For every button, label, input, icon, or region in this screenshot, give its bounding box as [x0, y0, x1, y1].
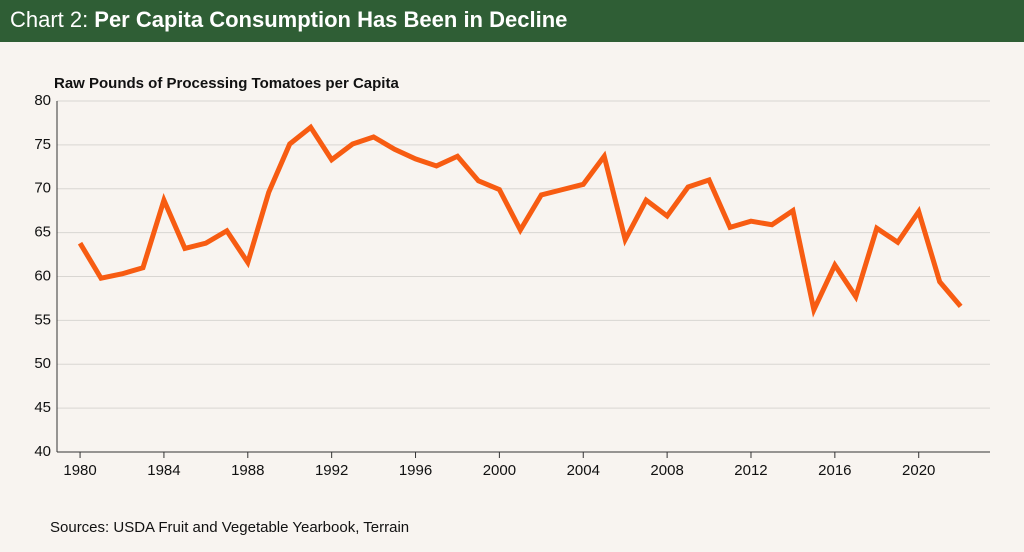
- y-tick-label: 40: [34, 443, 51, 460]
- y-tick-label: 75: [34, 136, 51, 153]
- x-tick-label: 1984: [147, 462, 180, 479]
- source: Sources: USDA Fruit and Vegetable Yearbo…: [50, 519, 409, 536]
- y-tick-label: 45: [34, 399, 51, 416]
- x-tick-label: 1992: [315, 462, 348, 479]
- y-tick-label: 55: [34, 311, 51, 328]
- x-tick-label: 1996: [399, 462, 432, 479]
- x-tick-label: 2020: [902, 462, 935, 479]
- y-tick-label: 70: [34, 180, 51, 197]
- x-tick-label: 1988: [231, 462, 264, 479]
- header-band: [0, 0, 1024, 42]
- x-tick-label: 2000: [483, 462, 516, 479]
- chart-title: Chart 2: Per Capita Consumption Has Been …: [10, 7, 567, 32]
- y-tick-label: 60: [34, 267, 51, 284]
- x-tick-label: 2016: [818, 462, 851, 479]
- title-prefix: Chart 2:: [10, 7, 88, 32]
- x-tick-label: 2004: [567, 462, 600, 479]
- x-tick-label: 1980: [63, 462, 96, 479]
- title-main: Per Capita Consumption Has Been in Decli…: [94, 7, 567, 32]
- x-tick-label: 2012: [734, 462, 767, 479]
- y-tick-label: 80: [34, 92, 51, 109]
- data-line: [77, 123, 963, 318]
- y-axis-label: Raw Pounds of Processing Tomatoes per Ca…: [54, 75, 399, 92]
- x-tick-label: 2008: [650, 462, 683, 479]
- y-tick-label: 65: [34, 224, 51, 241]
- y-tick-label: 50: [34, 355, 51, 372]
